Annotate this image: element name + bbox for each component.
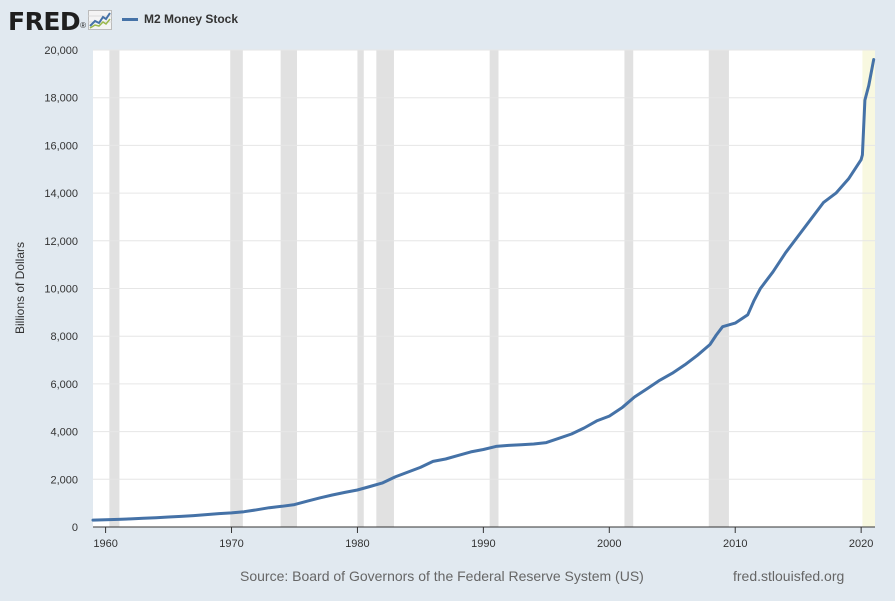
axes: 0 2,000 4,000 6,000 8,000 10,000 12,000 14,000 1… [44,45,875,550]
x-tick-label: 1980 [345,538,369,550]
x-tick-label: 1990 [471,538,495,550]
grid-lines [93,49,875,480]
series-line [91,58,876,522]
y-tick-label: 6,000 [50,379,78,391]
x-tick-label: 2020 [849,538,873,550]
legend: M2 Money Stock [122,12,238,26]
x-tick-label: 2010 [723,538,747,550]
legend-label: M2 Money Stock [144,12,239,26]
legend-swatch [122,17,138,21]
chart-icon [88,9,113,35]
y-tick-label: 12,000 [44,236,78,248]
logo-text: FRED [8,6,81,36]
x-tick-label: 2000 [597,538,621,550]
y-tick-label: 0 [72,522,78,534]
x-tick-label: 1970 [219,538,243,550]
y-tick-label: 14,000 [44,188,78,200]
y-tick-label: 10,000 [44,284,78,296]
y-tick-label: 8,000 [50,331,78,343]
series-layer [91,58,876,522]
fred-logo[interactable]: FRED ® [8,6,113,36]
source-text: Source: Board of Governors of the Federa… [240,568,644,584]
y-tick-label: 2,000 [50,474,78,486]
y-axis-title: Billions of Dollars [13,242,27,334]
y-tick-label: 16,000 [44,140,78,152]
logo-mark: ® [80,21,87,30]
y-tick-label: 20,000 [44,45,78,57]
site-link[interactable]: fred.stlouisfed.org [733,568,845,584]
x-tick-label: 1960 [93,538,117,550]
y-tick-label: 4,000 [50,427,78,439]
y-tick-label: 18,000 [44,93,78,105]
